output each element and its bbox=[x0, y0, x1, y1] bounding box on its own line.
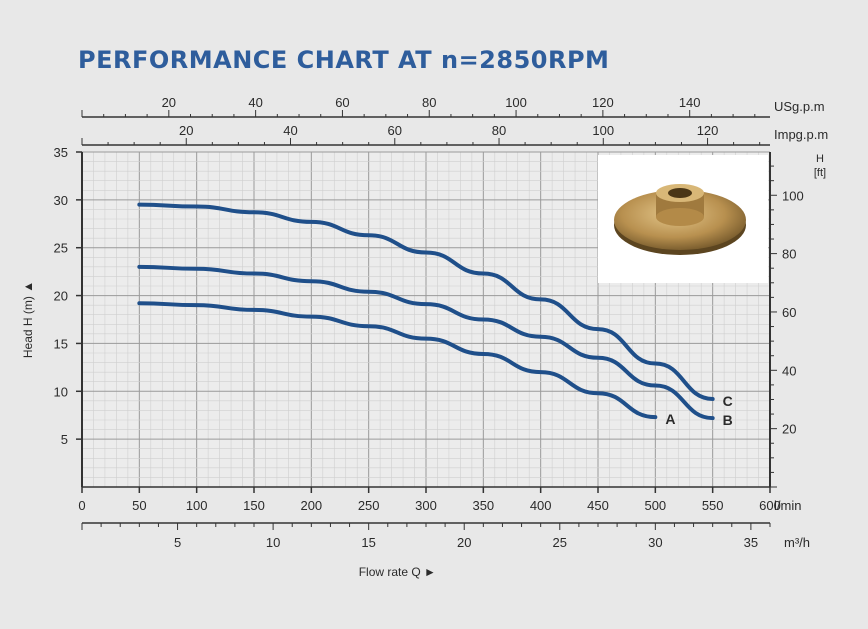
ft-tick-label: 100 bbox=[782, 188, 804, 203]
usgpm-unit-label: USg.p.m bbox=[774, 99, 825, 114]
series-line-c bbox=[137, 202, 715, 401]
y-tick-label: 35 bbox=[54, 145, 68, 160]
m3h-tick-label: 5 bbox=[174, 535, 181, 550]
ft-tick-label: 20 bbox=[782, 422, 796, 437]
y-tick-label: 10 bbox=[54, 384, 68, 399]
x-tick-label: 150 bbox=[243, 498, 265, 513]
series-lines bbox=[137, 202, 715, 421]
x-tick-label: 300 bbox=[415, 498, 437, 513]
y-tick-label: 30 bbox=[54, 193, 68, 208]
x-tick-label: 100 bbox=[186, 498, 208, 513]
ft-unit-label: [ft] bbox=[814, 167, 826, 179]
x-tick-label: 550 bbox=[702, 498, 724, 513]
usgpm-tick-label: 40 bbox=[248, 95, 262, 110]
impgpm-tick-label: 40 bbox=[283, 123, 297, 138]
series-line-a bbox=[137, 301, 658, 420]
usgpm-tick-label: 120 bbox=[592, 95, 614, 110]
impeller-hub-hole bbox=[668, 188, 692, 198]
impeller-image bbox=[614, 184, 746, 255]
series-line-b bbox=[137, 264, 715, 421]
y-tick-label: 20 bbox=[54, 289, 68, 304]
usgpm-tick-label: 140 bbox=[679, 95, 701, 110]
series-label-c: C bbox=[723, 393, 733, 409]
impgpm-tick-label: 20 bbox=[179, 123, 193, 138]
x-tick-label: 350 bbox=[472, 498, 494, 513]
y-tick-label: 5 bbox=[61, 432, 68, 447]
impgpm-unit-label: Impg.p.m bbox=[774, 127, 828, 142]
m3h-tick-label: 15 bbox=[361, 535, 375, 550]
x-tick-label: 250 bbox=[358, 498, 380, 513]
x-tick-label: 50 bbox=[132, 498, 146, 513]
m3h-tick-label: 35 bbox=[744, 535, 758, 550]
m3h-tick-label: 10 bbox=[266, 535, 280, 550]
usgpm-tick-label: 20 bbox=[162, 95, 176, 110]
m3h-tick-label: 30 bbox=[648, 535, 662, 550]
series-label-b: B bbox=[723, 412, 733, 428]
ft-axis-label: H bbox=[816, 153, 824, 165]
usgpm-tick-label: 80 bbox=[422, 95, 436, 110]
x-tick-label: 0 bbox=[78, 498, 85, 513]
x-unit-label: l/min bbox=[774, 498, 801, 513]
impgpm-tick-label: 120 bbox=[697, 123, 719, 138]
impgpm-tick-label: 80 bbox=[492, 123, 506, 138]
x-tick-label: 200 bbox=[300, 498, 322, 513]
usgpm-tick-label: 60 bbox=[335, 95, 349, 110]
usgpm-tick-label: 100 bbox=[505, 95, 527, 110]
impgpm-tick-label: 100 bbox=[592, 123, 614, 138]
x-tick-label: 400 bbox=[530, 498, 552, 513]
x-tick-label: 600 bbox=[759, 498, 781, 513]
series-label-a: A bbox=[665, 411, 675, 427]
x-axis-label: Flow rate Q ► bbox=[359, 565, 436, 579]
chart-title: PERFORMANCE CHART AT n=2850RPM bbox=[78, 46, 610, 74]
y-tick-label: 15 bbox=[54, 336, 68, 351]
m3h-tick-label: 20 bbox=[457, 535, 471, 550]
m3h-unit-label: m³/h bbox=[784, 535, 810, 550]
ft-tick-label: 80 bbox=[782, 247, 796, 262]
y-axis-label: Head H (m) ▲ bbox=[21, 281, 35, 358]
m3h-tick-label: 25 bbox=[553, 535, 567, 550]
x-tick-label: 500 bbox=[644, 498, 666, 513]
impgpm-tick-label: 60 bbox=[388, 123, 402, 138]
y-tick-label: 25 bbox=[54, 241, 68, 256]
ft-tick-label: 40 bbox=[782, 363, 796, 378]
x-tick-label: 450 bbox=[587, 498, 609, 513]
ft-tick-label: 60 bbox=[782, 305, 796, 320]
impeller-hub-base bbox=[656, 208, 704, 226]
